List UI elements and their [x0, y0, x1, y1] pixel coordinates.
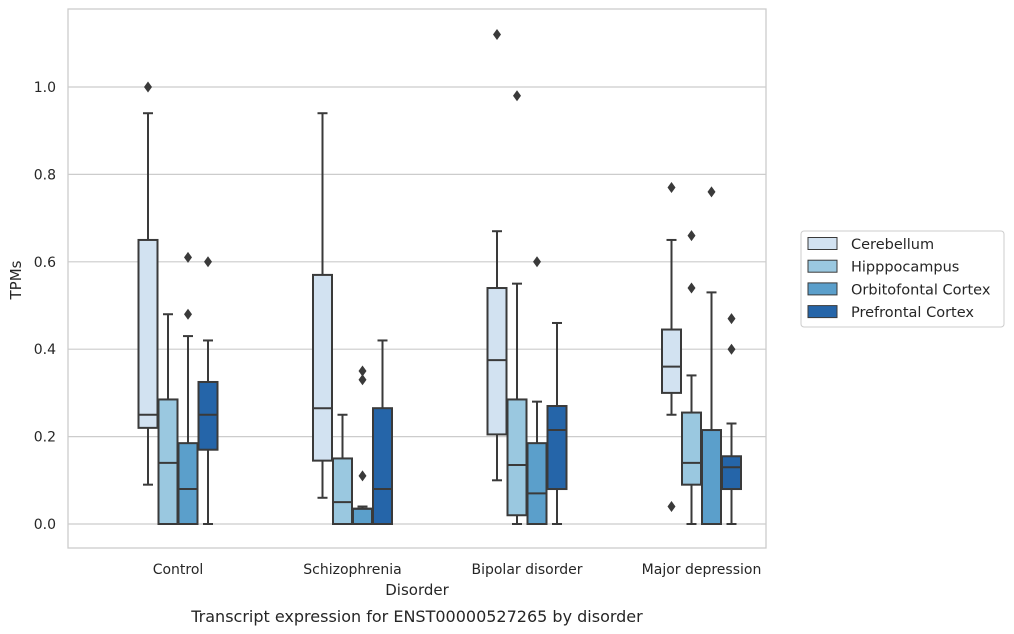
x-tick-label: Bipolar disorder [471, 562, 582, 578]
box-2-3 [352, 365, 373, 525]
x-tick-labels: Control Schizophrenia Bipolar disorder Majo… [153, 562, 762, 578]
box-iqr [372, 407, 393, 526]
outlier-point [533, 256, 541, 268]
box-4-2 [681, 230, 702, 525]
legend-label: Prefrontal Cortex [851, 305, 974, 321]
box-4-4 [721, 313, 742, 525]
y-tick-label: 1.0 [34, 80, 56, 96]
box-iqr [352, 507, 373, 525]
box-1-1 [137, 81, 159, 486]
x-tick-label: Major depression [642, 562, 762, 578]
outlier-point [144, 81, 152, 93]
box-iqr [137, 238, 159, 429]
outlier-point [493, 29, 501, 41]
y-tick-label: 0.8 [34, 167, 56, 183]
legend-label: Hipppocampus [851, 260, 959, 276]
outlier-point [707, 186, 716, 198]
chart-caption: Transcript expression for ENST0000052726… [190, 607, 643, 626]
legend-items: Cerebellum Hipppocampus Orbitofontal Corte… [807, 237, 991, 321]
box-iqr [506, 398, 528, 517]
box-iqr [486, 287, 508, 436]
outlier-point [358, 365, 367, 377]
box-iqr [681, 411, 702, 486]
box-1-3 [177, 251, 199, 525]
y-tick-label: 0.6 [34, 255, 56, 271]
box-iqr [197, 380, 219, 451]
box-iqr [701, 429, 722, 526]
plot-frame [67, 8, 767, 549]
legend-swatch [807, 282, 838, 296]
box-iqr [332, 457, 353, 526]
box-3-4 [546, 321, 568, 525]
y-tick-label: 0.0 [34, 517, 56, 533]
x-tick-label: Schizophrenia [303, 562, 401, 578]
legend-frame [800, 230, 1005, 328]
legend-label: Orbitofontal Cortex [851, 282, 991, 298]
box-iqr [546, 405, 568, 491]
outlier-point [204, 256, 212, 268]
y-tick-label: 0.2 [34, 430, 56, 446]
outlier-point [667, 182, 676, 194]
x-axis-title: Disorder [385, 581, 449, 599]
legend-swatch [807, 305, 838, 319]
legend-swatch [807, 259, 838, 273]
box-2-2 [332, 413, 353, 526]
box-iqr [157, 398, 179, 525]
box-3-1 [486, 29, 508, 482]
outlier-point [727, 313, 736, 325]
outlier-point [687, 282, 696, 294]
legend-label: Cerebellum [851, 237, 934, 253]
boxes [137, 29, 742, 526]
outlier-point [727, 343, 736, 355]
legend: Cerebellum Hipppocampus Orbitofontal Corte… [800, 230, 1005, 328]
box-2-4 [372, 339, 393, 526]
box-4-1 [661, 182, 682, 513]
outlier-point [513, 90, 521, 102]
outlier-point [358, 374, 367, 386]
box-2-1 [312, 112, 333, 499]
outlier-point [184, 251, 192, 263]
box-iqr [661, 328, 682, 394]
outlier-point [184, 308, 192, 320]
outlier-point [687, 230, 696, 242]
outlier-point [667, 501, 676, 513]
x-tick-label: Control [153, 562, 204, 578]
outlier-point [358, 470, 367, 482]
y-tick-labels: 0.0 0.2 0.4 0.6 0.8 1.0 [34, 80, 56, 533]
legend-swatch [807, 237, 838, 250]
box-1-4 [197, 256, 219, 525]
y-tick-label: 0.4 [34, 342, 56, 358]
y-axis-title: TPMs [7, 260, 25, 300]
box-iqr [721, 455, 742, 491]
box-iqr [526, 442, 548, 525]
box-iqr [312, 273, 333, 462]
box-iqr [177, 442, 199, 525]
